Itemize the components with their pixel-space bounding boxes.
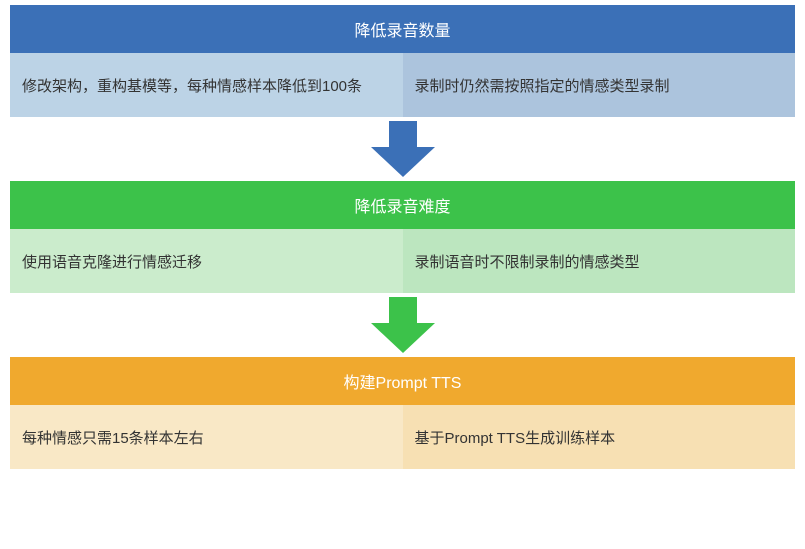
section-3: 构建Prompt TTS 每种情感只需15条样本左右 基于Prompt TTS生… [10, 357, 795, 469]
arrow-2-head [371, 323, 435, 353]
section-3-cell-right: 基于Prompt TTS生成训练样本 [403, 405, 796, 469]
arrow-2-wrap [10, 297, 795, 353]
section-2-cells: 使用语音克隆进行情感迁移 录制语音时不限制录制的情感类型 [10, 229, 795, 293]
section-2-cell-right: 录制语音时不限制录制的情感类型 [403, 229, 796, 293]
arrow-1-wrap [10, 121, 795, 177]
arrow-1-head [371, 147, 435, 177]
arrow-1-stem [389, 121, 417, 149]
section-1-cells: 修改架构，重构基模等，每种情感样本降低到100条 录制时仍然需按照指定的情感类型… [10, 53, 795, 117]
section-1-header: 降低录音数量 [10, 5, 795, 53]
section-1: 降低录音数量 修改架构，重构基模等，每种情感样本降低到100条 录制时仍然需按照… [10, 5, 795, 117]
section-2-cell-left: 使用语音克隆进行情感迁移 [10, 229, 403, 293]
section-2: 降低录音难度 使用语音克隆进行情感迁移 录制语音时不限制录制的情感类型 [10, 181, 795, 293]
section-1-cell-right: 录制时仍然需按照指定的情感类型录制 [403, 53, 796, 117]
arrow-down-icon [371, 121, 435, 177]
section-1-cell-left: 修改架构，重构基模等，每种情感样本降低到100条 [10, 53, 403, 117]
section-3-cells: 每种情感只需15条样本左右 基于Prompt TTS生成训练样本 [10, 405, 795, 469]
section-3-header: 构建Prompt TTS [10, 357, 795, 405]
arrow-2-stem [389, 297, 417, 325]
section-3-cell-left: 每种情感只需15条样本左右 [10, 405, 403, 469]
section-2-header: 降低录音难度 [10, 181, 795, 229]
arrow-down-icon [371, 297, 435, 353]
